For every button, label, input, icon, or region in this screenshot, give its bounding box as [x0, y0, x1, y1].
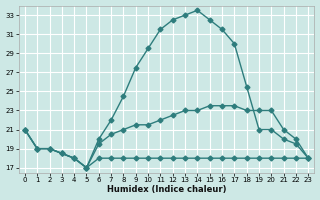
X-axis label: Humidex (Indice chaleur): Humidex (Indice chaleur) [107, 185, 226, 194]
